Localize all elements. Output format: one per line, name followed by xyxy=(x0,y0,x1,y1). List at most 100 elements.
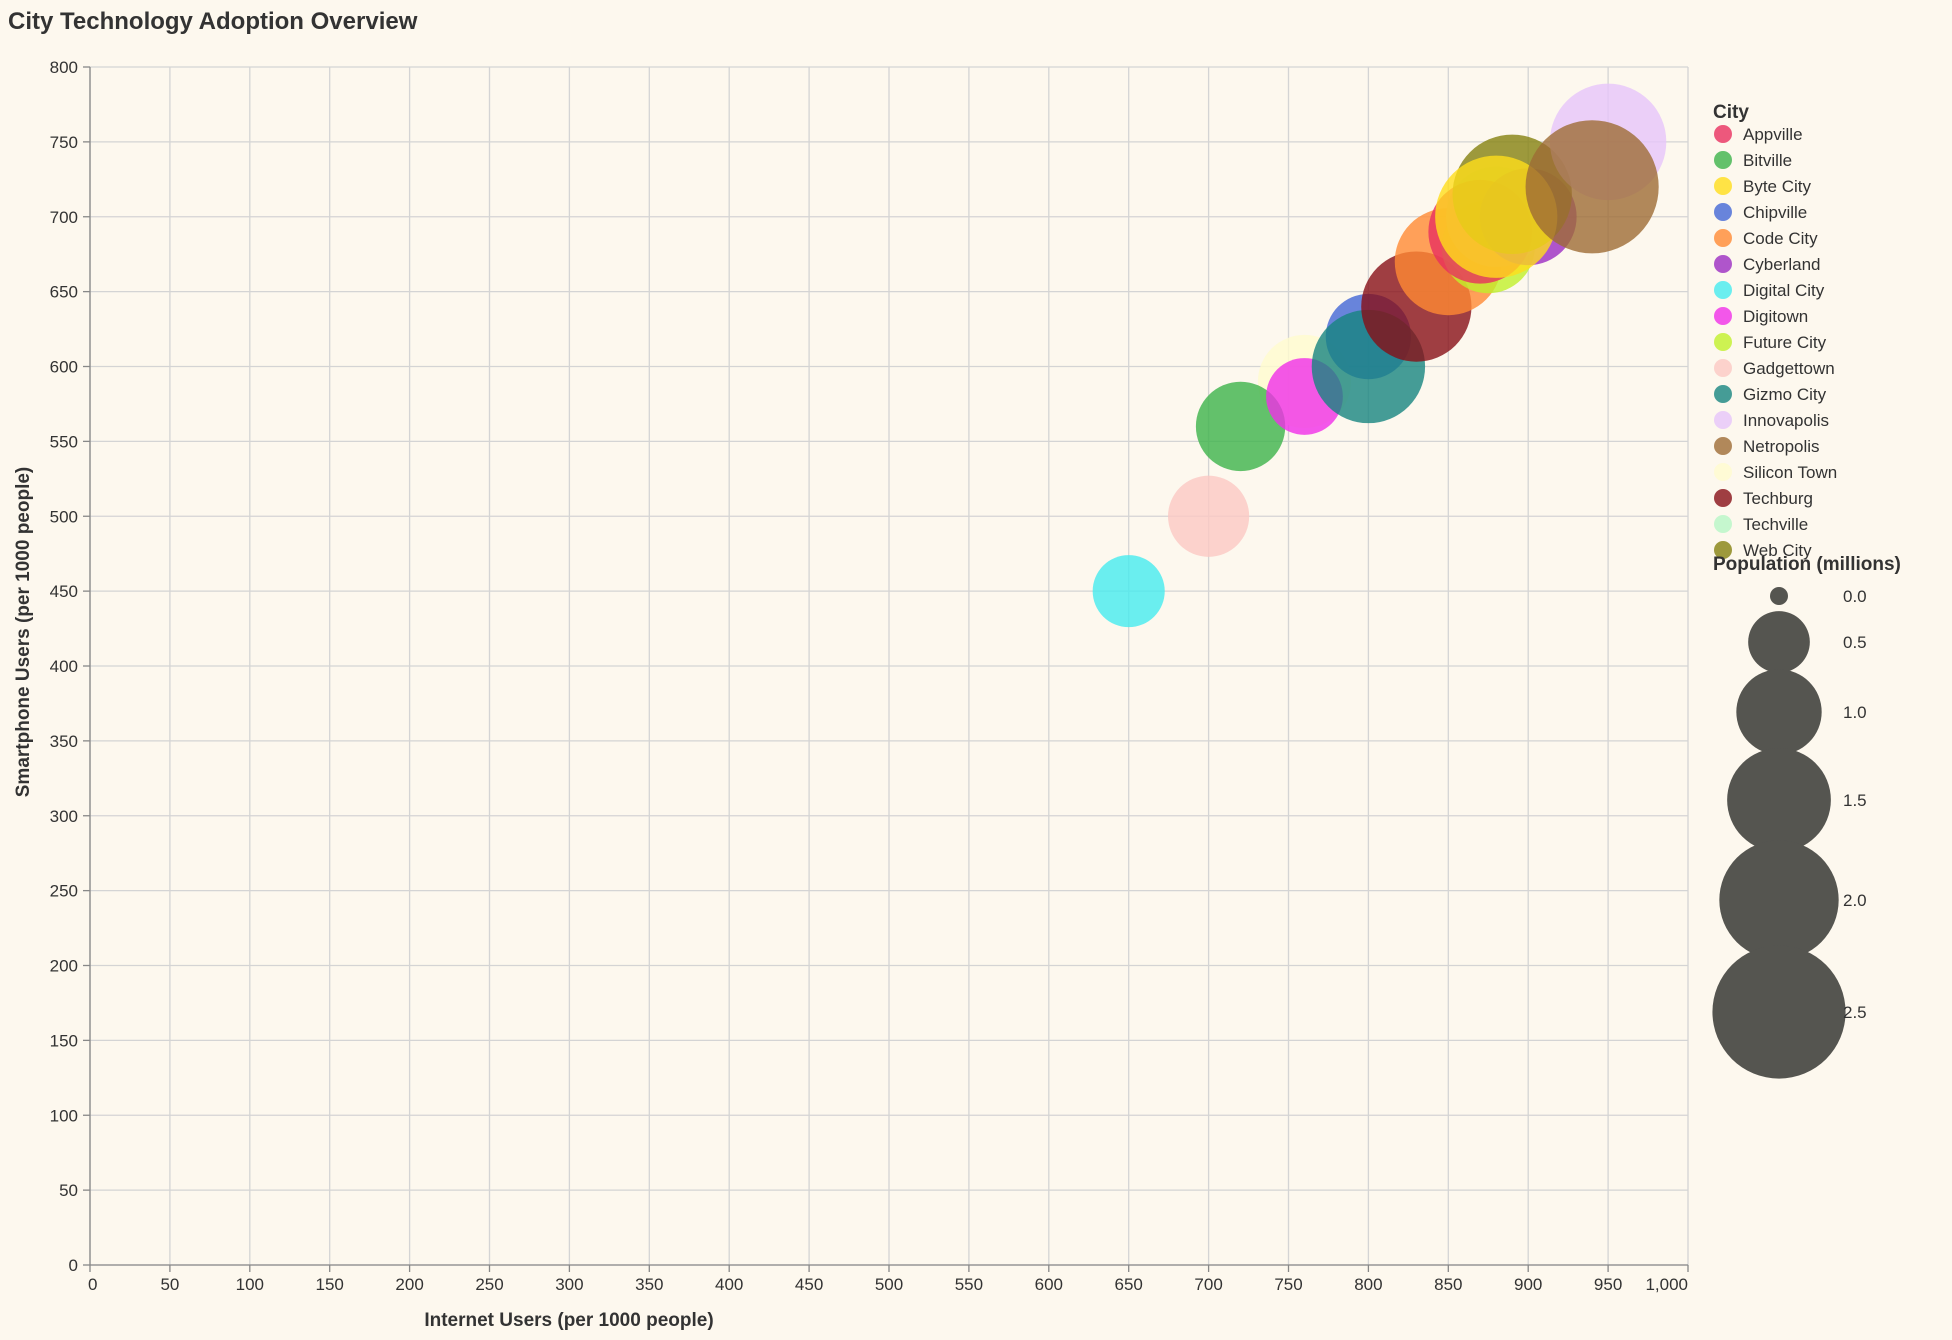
size-legend-label: 1.5 xyxy=(1843,791,1867,810)
size-legend-title: Population (millions) xyxy=(1713,554,1901,575)
x-tick-label: 50 xyxy=(160,1275,179,1294)
size-legend-items: 0.0 0.5 1.0 1.5 2.0 2.5 xyxy=(1712,587,1867,1079)
legend-item-innovapolis[interactable]: Innovapolis xyxy=(1714,411,1829,430)
x-tick-label: 700 xyxy=(1194,1275,1222,1294)
legend-item-future-city[interactable]: Future City xyxy=(1714,333,1827,352)
grid xyxy=(89,66,1689,1266)
legend-label: Appville xyxy=(1743,125,1803,144)
legend-swatch xyxy=(1714,151,1732,169)
legend-item-code-city[interactable]: Code City xyxy=(1714,229,1818,248)
legend-item-techburg[interactable]: Techburg xyxy=(1714,489,1813,508)
x-tick-label: 950 xyxy=(1594,1275,1622,1294)
x-tick-label: 0 xyxy=(88,1275,97,1294)
legend-item-techville[interactable]: Techville xyxy=(1714,515,1808,534)
x-tick-label: 750 xyxy=(1274,1275,1302,1294)
legend-label: Digitown xyxy=(1743,307,1808,326)
legend-swatch xyxy=(1714,177,1732,195)
legend-item-byte-city[interactable]: Byte City xyxy=(1714,177,1812,196)
y-tick-label: 300 xyxy=(50,807,78,826)
y-tick-label: 250 xyxy=(50,882,78,901)
legend-swatch xyxy=(1714,385,1732,403)
size-legend-item: 0.5 xyxy=(1748,611,1867,673)
legend-item-chipville[interactable]: Chipville xyxy=(1714,203,1807,222)
x-tick-label: 900 xyxy=(1514,1275,1542,1294)
size-legend-item: 1.0 xyxy=(1736,669,1867,755)
legend-label: Innovapolis xyxy=(1743,411,1829,430)
x-tick-label: 150 xyxy=(316,1275,344,1294)
bubble-digital-city[interactable]: Digital City xyxy=(1092,555,1165,628)
legend-label: Gizmo City xyxy=(1743,385,1827,404)
y-tick-label: 750 xyxy=(50,133,78,152)
plot-area: Silicon TownGadgettownBitvilleDigital Ci… xyxy=(50,58,1689,1294)
y-tick-label: 100 xyxy=(50,1106,78,1125)
legend-label: Cyberland xyxy=(1743,255,1821,274)
size-legend-label: 0.5 xyxy=(1843,633,1867,652)
y-tick-label: 350 xyxy=(50,732,78,751)
x-axis-title: Internet Users (per 1000 people) xyxy=(424,1310,713,1331)
legend-item-gizmo-city[interactable]: Gizmo City xyxy=(1714,385,1827,404)
legend-swatch xyxy=(1714,203,1732,221)
legend: City Appville Bitville Byte City Chipville C… xyxy=(1712,102,1901,1079)
legend-swatch xyxy=(1714,359,1732,377)
legend-item-silicon-town[interactable]: Silicon Town xyxy=(1714,463,1837,482)
legend-item-gadgettown[interactable]: Gadgettown xyxy=(1714,359,1835,378)
legend-label: Byte City xyxy=(1743,177,1812,196)
size-legend-circle xyxy=(1719,840,1839,960)
y-axis-title: Smartphone Users (per 1000 people) xyxy=(13,467,34,798)
legend-swatch xyxy=(1714,229,1732,247)
size-legend-label: 2.0 xyxy=(1843,891,1867,910)
x-tick-label: 800 xyxy=(1354,1275,1382,1294)
y-tick-label: 500 xyxy=(50,507,78,526)
x-tick-label: 300 xyxy=(555,1275,583,1294)
size-legend-item: 2.5 xyxy=(1712,945,1867,1079)
legend-swatch xyxy=(1714,411,1732,429)
size-legend-circle xyxy=(1712,945,1846,1079)
legend-item-appville[interactable]: Appville xyxy=(1714,125,1803,144)
x-tick-label: 200 xyxy=(395,1275,423,1294)
x-tick-label: 350 xyxy=(635,1275,663,1294)
chart-title: City Technology Adoption Overview xyxy=(8,8,418,35)
legend-label: Gadgettown xyxy=(1743,359,1835,378)
bubble-bitville[interactable]: Bitville xyxy=(1195,381,1286,472)
legend-swatch xyxy=(1714,307,1732,325)
legend-label: Bitville xyxy=(1743,151,1792,170)
y-tick-label: 550 xyxy=(50,432,78,451)
legend-swatch xyxy=(1714,541,1732,559)
y-tick-label: 200 xyxy=(50,957,78,976)
y-tick-label: 600 xyxy=(50,358,78,377)
legend-label: Code City xyxy=(1743,229,1818,248)
legend-swatch xyxy=(1714,515,1732,533)
size-legend-label: 2.5 xyxy=(1843,1003,1867,1022)
color-legend-items: Appville Bitville Byte City Chipville Code C… xyxy=(1714,125,1837,560)
y-tick-label: 50 xyxy=(59,1181,78,1200)
legend-item-bitville[interactable]: Bitville xyxy=(1714,151,1792,170)
size-legend-circle xyxy=(1748,611,1810,673)
size-legend-label: 1.0 xyxy=(1843,703,1867,722)
x-tick-label: 600 xyxy=(1035,1275,1063,1294)
legend-label: Web City xyxy=(1743,541,1812,560)
bubble-gadgettown[interactable]: Gadgettown xyxy=(1168,475,1250,557)
legend-item-netropolis[interactable]: Netropolis xyxy=(1714,437,1820,456)
y-tick-label: 400 xyxy=(50,657,78,676)
y-tick-label: 150 xyxy=(50,1031,78,1050)
x-tick-label: 400 xyxy=(715,1275,743,1294)
y-tick-label: 650 xyxy=(50,283,78,302)
size-legend-item: 2.0 xyxy=(1719,840,1867,960)
axes: 0 50 100 150 200 250 300 350 400 450 500 550 600 650 7… xyxy=(50,58,1689,1294)
legend-swatch xyxy=(1714,437,1732,455)
size-legend-circle xyxy=(1736,669,1822,755)
legend-item-web-city[interactable]: Web City xyxy=(1714,541,1812,560)
size-legend-item: 0.0 xyxy=(1770,587,1867,606)
bubble-netropolis[interactable]: Netropolis xyxy=(1525,120,1659,254)
x-tick-label: 450 xyxy=(795,1275,823,1294)
legend-swatch xyxy=(1714,489,1732,507)
y-tick-label: 700 xyxy=(50,208,78,227)
legend-item-cyberland[interactable]: Cyberland xyxy=(1714,255,1821,274)
legend-label: Techburg xyxy=(1743,489,1813,508)
x-tick-label: 500 xyxy=(875,1275,903,1294)
legend-item-digitown[interactable]: Digitown xyxy=(1714,307,1808,326)
legend-label: Future City xyxy=(1743,333,1827,352)
legend-item-digital-city[interactable]: Digital City xyxy=(1714,281,1825,300)
legend-swatch xyxy=(1714,333,1732,351)
